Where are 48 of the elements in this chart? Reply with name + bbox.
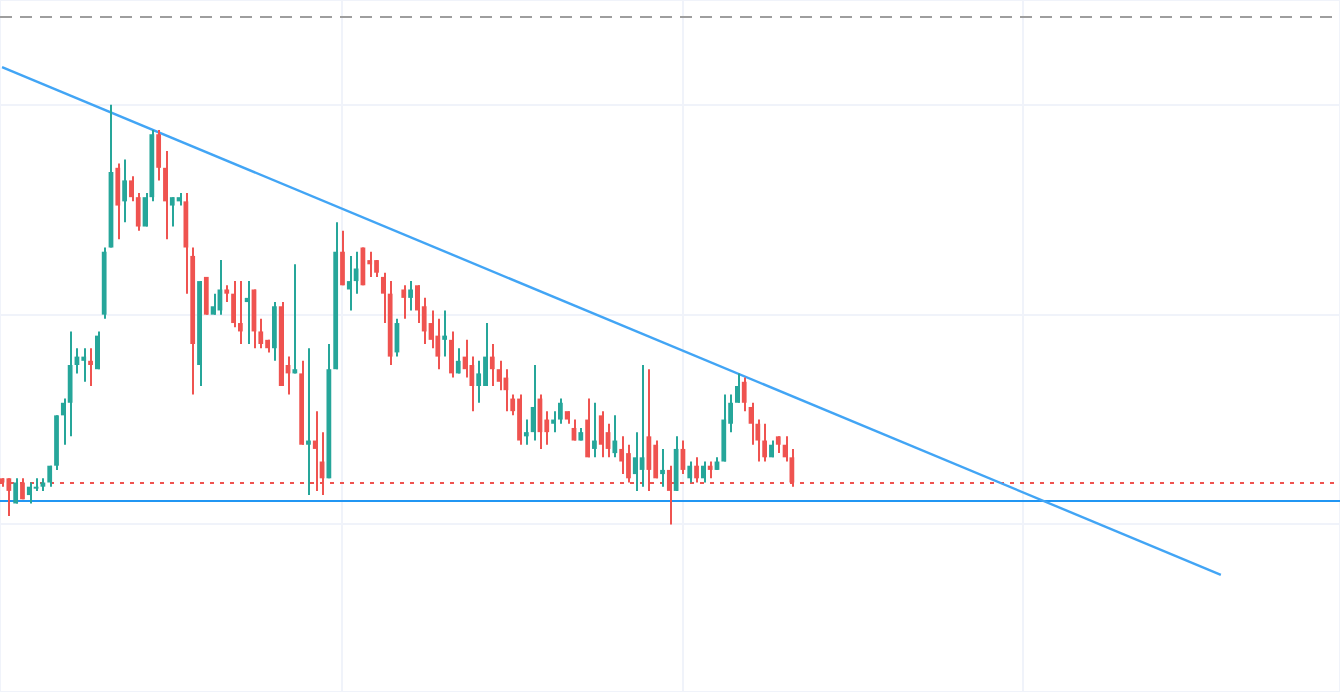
candlestick xyxy=(13,477,19,505)
candlestick xyxy=(476,359,482,404)
candlestick xyxy=(415,284,420,325)
candlestick xyxy=(244,280,250,346)
candlestick xyxy=(258,317,264,350)
candlestick xyxy=(435,317,441,371)
candlestick xyxy=(551,410,556,434)
candlestick xyxy=(592,401,597,459)
candlestick xyxy=(94,330,100,371)
candlestick xyxy=(306,347,311,497)
candlestick xyxy=(673,435,679,492)
candlestick xyxy=(67,330,73,438)
candlestick xyxy=(442,309,448,358)
candlestick xyxy=(367,250,373,278)
candlestick xyxy=(449,330,454,379)
candlestick xyxy=(530,364,536,442)
candlestick xyxy=(203,275,209,316)
candlestick xyxy=(632,431,638,492)
candlestick xyxy=(169,196,175,228)
candlestick xyxy=(231,280,236,329)
candlestick xyxy=(210,292,216,316)
candlestick xyxy=(517,393,522,446)
candlestick xyxy=(721,393,727,463)
candlestick xyxy=(81,347,87,383)
candlestick xyxy=(237,280,243,346)
candlestick xyxy=(455,347,461,375)
candlestick xyxy=(272,301,277,362)
candlestick xyxy=(122,158,127,224)
candlestick xyxy=(401,284,407,320)
candlestick xyxy=(687,460,693,484)
candlestick xyxy=(694,456,699,484)
candlestick xyxy=(557,397,563,425)
candlestick xyxy=(598,410,604,459)
candlestick xyxy=(762,422,768,463)
candlestick xyxy=(619,435,625,476)
candlestick xyxy=(585,397,590,459)
candlestick xyxy=(626,443,631,484)
candlestick xyxy=(340,229,345,287)
candlestick xyxy=(346,254,352,312)
candlestick xyxy=(88,347,93,387)
candlestick xyxy=(660,447,665,488)
candlestick xyxy=(115,162,121,241)
candlestick xyxy=(26,481,32,505)
candlestick xyxy=(408,280,413,312)
candlestick xyxy=(612,414,618,459)
candlestick xyxy=(292,263,298,375)
candlestick xyxy=(700,460,706,484)
candlestick xyxy=(489,343,495,387)
